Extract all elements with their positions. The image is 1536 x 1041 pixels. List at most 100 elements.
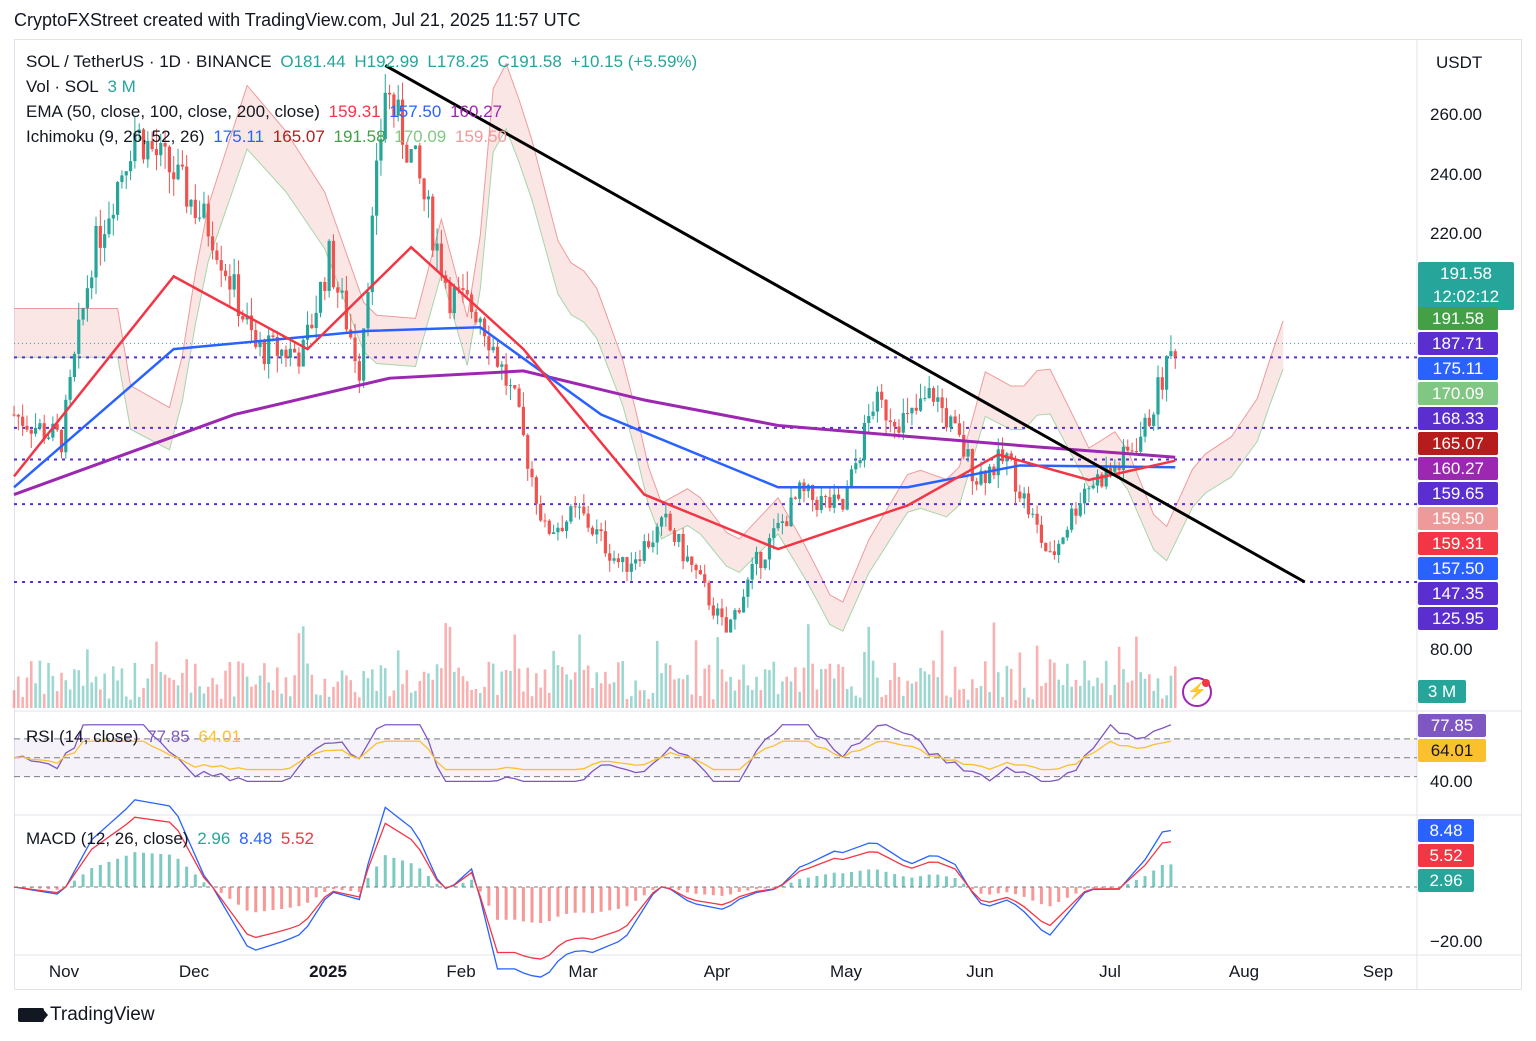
price-tag-level-4: 147.35	[1418, 582, 1498, 605]
volume-bar	[802, 667, 806, 708]
macd-histogram-bar	[1057, 887, 1061, 903]
candle-body	[1048, 551, 1052, 553]
volume-bar	[668, 665, 672, 708]
volume-bar	[137, 696, 141, 708]
volume-bar	[310, 674, 314, 708]
legend-macd-row: MACD (12, 26, close) 2.96 8.48 5.52	[26, 829, 318, 849]
volume-bar	[81, 685, 85, 708]
macd-histogram-bar	[755, 887, 759, 890]
macd-histogram-bar	[1039, 887, 1043, 905]
legend-symbol[interactable]: SOL / TetherUS · 1D · BINANCE	[26, 52, 272, 71]
lightning-icon[interactable]: ⚡	[1182, 677, 1212, 707]
candle-body	[297, 352, 301, 367]
macd-histogram-bar	[150, 853, 154, 887]
volume-bar	[867, 626, 871, 708]
candle-body	[819, 496, 823, 510]
candle-body	[754, 551, 759, 564]
volume-bar	[556, 665, 560, 708]
candle-body	[236, 274, 241, 317]
volume-bar	[642, 690, 646, 708]
candle-body	[1087, 488, 1091, 490]
volume-bar	[599, 683, 603, 708]
legend-rsi-label[interactable]: RSI (14, close)	[26, 727, 139, 746]
candle-body	[901, 413, 905, 433]
candle-body	[387, 92, 392, 95]
legend-vol-label[interactable]: Vol · SOL	[26, 77, 99, 96]
volume-bar	[625, 699, 629, 708]
volume-bar	[1053, 662, 1056, 708]
candle-body	[116, 182, 120, 215]
candle-body	[167, 146, 172, 173]
legend-kijun-value: 165.07	[272, 127, 325, 146]
candle-body	[46, 437, 51, 439]
candle-body	[1052, 551, 1056, 556]
legend-ema-label[interactable]: EMA (50, close, 100, close, 200, close)	[26, 102, 320, 121]
candle-body	[521, 406, 525, 436]
volume-bar	[271, 690, 275, 708]
candle-body	[267, 335, 271, 365]
volume-bar	[60, 672, 63, 708]
candle-body	[668, 513, 672, 531]
currency-unit-label[interactable]: USDT	[1436, 53, 1483, 72]
macd-histogram-bar	[1083, 887, 1087, 890]
volume-bar	[409, 692, 413, 708]
macd-histogram-bar	[504, 887, 508, 920]
volume-bar	[785, 676, 789, 708]
volume-bar	[1113, 684, 1117, 708]
rsi-tag: 77.85	[1418, 714, 1486, 737]
candle-body	[841, 498, 845, 510]
volume-bar	[647, 698, 650, 708]
volume-bar	[392, 690, 396, 708]
macd-histogram-bar	[832, 872, 836, 887]
macd-histogram-bar	[1065, 887, 1069, 898]
volume-bar	[517, 668, 521, 708]
candle-body	[923, 398, 927, 400]
volume-bar	[1169, 675, 1173, 708]
volume-bar	[552, 650, 555, 708]
candle-body	[418, 145, 422, 179]
volume-bar	[729, 676, 732, 708]
volume-bar	[560, 666, 564, 708]
volume-bar	[358, 697, 361, 708]
candle-body	[461, 288, 465, 290]
volume-bar	[323, 678, 327, 708]
volume-bar	[906, 680, 909, 708]
candle-body	[1009, 453, 1013, 459]
descending-trendline	[384, 64, 1306, 584]
time-axis-label: Nov	[48, 962, 80, 981]
volume-bar	[21, 696, 24, 708]
volume-bar	[103, 673, 106, 708]
candle-body	[871, 411, 875, 416]
legend-macd-label[interactable]: MACD (12, 26, close)	[26, 829, 189, 848]
volume-bar	[168, 677, 171, 708]
volume-tag: 3 M	[1418, 680, 1466, 703]
candle-body	[940, 397, 944, 409]
volume-bar	[845, 689, 849, 708]
volume-bar	[1018, 652, 1022, 708]
volume-bar	[1152, 690, 1155, 708]
macd-histogram-bar	[677, 887, 681, 891]
macd-histogram-bar	[280, 887, 284, 909]
volume-bar	[1040, 686, 1043, 708]
candle-body	[500, 364, 504, 367]
tradingview-logo[interactable]: TradingView	[18, 1004, 155, 1026]
macd-histogram-bar	[565, 887, 569, 914]
legend-ema50-value: 159.31	[328, 102, 381, 121]
volume-bar	[871, 660, 875, 708]
macd-histogram-bar	[590, 887, 594, 914]
volume-bar	[755, 676, 758, 708]
volume-bar	[1083, 660, 1086, 708]
volume-bar	[116, 680, 119, 708]
volume-bar	[988, 691, 991, 708]
volume-bar	[1122, 669, 1125, 708]
volume-bar	[414, 690, 417, 708]
volume-bar	[815, 689, 819, 708]
macd-histogram-bar	[737, 887, 741, 892]
candle-body	[517, 388, 521, 407]
legend-ichimoku-label[interactable]: Ichimoku (9, 26, 52, 26)	[26, 127, 205, 146]
volume-bar	[267, 682, 270, 708]
legend-ema-row: EMA (50, close, 100, close, 200, close) …	[26, 102, 506, 122]
macd-histogram-bar	[953, 877, 957, 887]
volume-bar	[638, 690, 642, 708]
